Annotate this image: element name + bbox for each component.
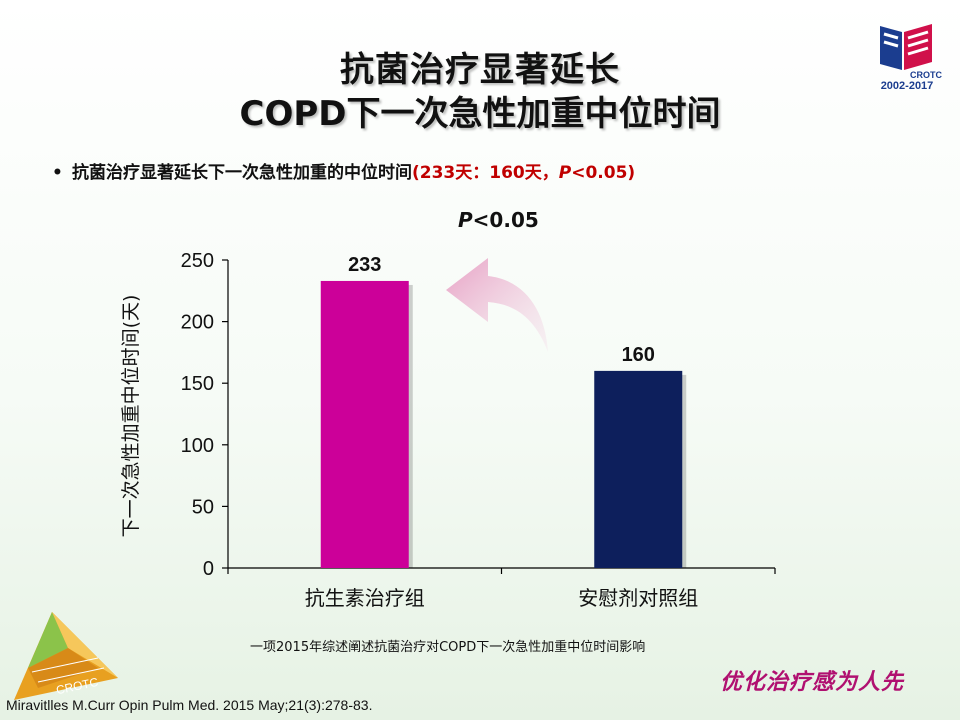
footnote: 一项2015年综述阐述抗菌治疗对COPD下一次急性加重中位时间影响 bbox=[250, 640, 646, 655]
data-label: 233 bbox=[348, 254, 381, 276]
x-tick-label: 抗生素治疗组 bbox=[305, 586, 425, 610]
p-value-p: P bbox=[458, 208, 473, 232]
y-tick-label: 200 bbox=[181, 312, 214, 334]
bullet-main: 抗菌治疗显著延长下一次急性加重的中位时间 bbox=[72, 163, 412, 183]
bullet-paren-start: (233天：160天， bbox=[412, 163, 559, 183]
slide-title-line1: 抗菌治疗显著延长 bbox=[340, 50, 620, 90]
curved-arrow-icon bbox=[446, 258, 548, 352]
slogan: 优化治疗感为人先 bbox=[720, 669, 905, 695]
y-tick-label: 0 bbox=[203, 558, 214, 580]
bullet-paren-p: P bbox=[558, 163, 572, 183]
logo-years-label: 2002-2017 bbox=[880, 80, 934, 92]
p-value-annotation: P<0.05 bbox=[458, 208, 539, 232]
y-tick-label: 100 bbox=[181, 435, 214, 457]
bar-1 bbox=[320, 280, 409, 568]
pyramid-logo-icon: CROTC bbox=[14, 612, 118, 700]
bar-2 bbox=[594, 370, 683, 568]
citation: Miravitlles M.Curr Opin Pulm Med. 2015 M… bbox=[6, 697, 373, 713]
slide-title-line2: COPD下一次急性加重中位时间 bbox=[239, 94, 721, 134]
y-tick-label: 250 bbox=[181, 250, 214, 272]
y-tick-label: 150 bbox=[181, 373, 214, 395]
p-value-rest: <0.05 bbox=[472, 208, 539, 232]
x-tick-label: 安慰剂对照组 bbox=[578, 586, 698, 610]
bullet-text: • 抗菌治疗显著延长下一次急性加重的中位时间(233天：160天，P<0.05) bbox=[52, 158, 635, 183]
data-label: 160 bbox=[622, 344, 655, 366]
logo-years: CROTC 2002-2017 bbox=[868, 70, 946, 92]
bullet-symbol: • bbox=[52, 163, 63, 183]
y-tick-label: 50 bbox=[192, 496, 214, 518]
logo-top-right-label: CROTC bbox=[910, 70, 942, 80]
bullet-paren-end: <0.05) bbox=[571, 163, 636, 183]
crotc-logo-icon bbox=[880, 24, 932, 70]
